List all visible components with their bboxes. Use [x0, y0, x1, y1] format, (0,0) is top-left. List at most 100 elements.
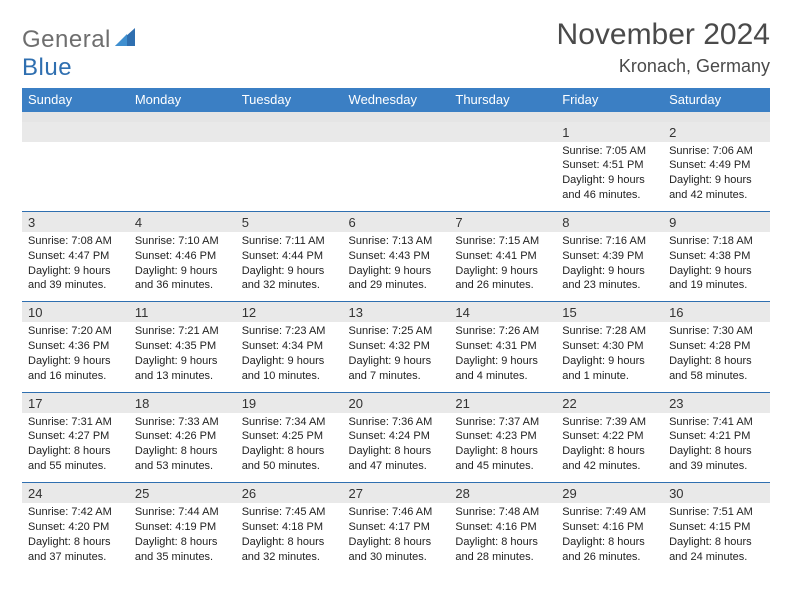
sunset-text: Sunset: 4:17 PM [349, 520, 444, 535]
daylight-text: Daylight: 9 hours and 16 minutes. [28, 354, 123, 384]
sunrise-text: Sunrise: 7:28 AM [562, 324, 657, 339]
sunrise-text: Sunrise: 7:34 AM [242, 415, 337, 430]
daylight-text: Daylight: 9 hours and 4 minutes. [455, 354, 550, 384]
day-number: 14 [449, 302, 556, 323]
day-cell: Sunrise: 7:18 AMSunset: 4:38 PMDaylight:… [663, 232, 770, 302]
daylight-text: Daylight: 8 hours and 45 minutes. [455, 444, 550, 474]
logo-word-general: General [22, 26, 111, 53]
sunset-text: Sunset: 4:44 PM [242, 249, 337, 264]
sunrise-text: Sunrise: 7:11 AM [242, 234, 337, 249]
dayhead-mon: Monday [129, 88, 236, 112]
day-number: 10 [22, 302, 129, 323]
daylight-text: Daylight: 9 hours and 39 minutes. [28, 264, 123, 294]
sunrise-text: Sunrise: 7:18 AM [669, 234, 764, 249]
day-cell [236, 142, 343, 212]
week-datarow: Sunrise: 7:08 AMSunset: 4:47 PMDaylight:… [22, 232, 770, 302]
week-numrow: 3456789 [22, 211, 770, 232]
sunset-text: Sunset: 4:15 PM [669, 520, 764, 535]
day-number: 15 [556, 302, 663, 323]
sunrise-text: Sunrise: 7:30 AM [669, 324, 764, 339]
header-gap-row [22, 112, 770, 122]
day-cell: Sunrise: 7:33 AMSunset: 4:26 PMDaylight:… [129, 413, 236, 483]
day-number [236, 122, 343, 142]
day-cell: Sunrise: 7:13 AMSunset: 4:43 PMDaylight:… [343, 232, 450, 302]
sunset-text: Sunset: 4:23 PM [455, 429, 550, 444]
day-number: 18 [129, 392, 236, 413]
day-cell: Sunrise: 7:23 AMSunset: 4:34 PMDaylight:… [236, 322, 343, 392]
sunset-text: Sunset: 4:36 PM [28, 339, 123, 354]
daylight-text: Daylight: 9 hours and 13 minutes. [135, 354, 230, 384]
day-cell: Sunrise: 7:42 AMSunset: 4:20 PMDaylight:… [22, 503, 129, 568]
dayhead-wed: Wednesday [343, 88, 450, 112]
daylight-text: Daylight: 8 hours and 28 minutes. [455, 535, 550, 565]
sunrise-text: Sunrise: 7:20 AM [28, 324, 123, 339]
day-number: 26 [236, 483, 343, 504]
daylight-text: Daylight: 9 hours and 10 minutes. [242, 354, 337, 384]
day-cell [129, 142, 236, 212]
daylight-text: Daylight: 8 hours and 55 minutes. [28, 444, 123, 474]
day-number: 27 [343, 483, 450, 504]
daylight-text: Daylight: 8 hours and 30 minutes. [349, 535, 444, 565]
daylight-text: Daylight: 9 hours and 7 minutes. [349, 354, 444, 384]
sunset-text: Sunset: 4:22 PM [562, 429, 657, 444]
sunset-text: Sunset: 4:16 PM [455, 520, 550, 535]
daylight-text: Daylight: 8 hours and 32 minutes. [242, 535, 337, 565]
sunrise-text: Sunrise: 7:26 AM [455, 324, 550, 339]
day-number [22, 122, 129, 142]
sunrise-text: Sunrise: 7:16 AM [562, 234, 657, 249]
day-number: 5 [236, 211, 343, 232]
day-cell: Sunrise: 7:30 AMSunset: 4:28 PMDaylight:… [663, 322, 770, 392]
calendar-body: 12Sunrise: 7:05 AMSunset: 4:51 PMDayligh… [22, 122, 770, 569]
daylight-text: Daylight: 8 hours and 47 minutes. [349, 444, 444, 474]
sunrise-text: Sunrise: 7:33 AM [135, 415, 230, 430]
day-number: 24 [22, 483, 129, 504]
daylight-text: Daylight: 9 hours and 23 minutes. [562, 264, 657, 294]
sunrise-text: Sunrise: 7:05 AM [562, 144, 657, 159]
daylight-text: Daylight: 8 hours and 37 minutes. [28, 535, 123, 565]
week-datarow: Sunrise: 7:05 AMSunset: 4:51 PMDaylight:… [22, 142, 770, 212]
sunset-text: Sunset: 4:19 PM [135, 520, 230, 535]
sunset-text: Sunset: 4:18 PM [242, 520, 337, 535]
calendar-table: Sunday Monday Tuesday Wednesday Thursday… [22, 88, 770, 568]
sunset-text: Sunset: 4:46 PM [135, 249, 230, 264]
week-datarow: Sunrise: 7:31 AMSunset: 4:27 PMDaylight:… [22, 413, 770, 483]
sail-icon [113, 26, 139, 57]
day-number: 9 [663, 211, 770, 232]
sunset-text: Sunset: 4:16 PM [562, 520, 657, 535]
day-number: 12 [236, 302, 343, 323]
day-number: 7 [449, 211, 556, 232]
sunrise-text: Sunrise: 7:42 AM [28, 505, 123, 520]
day-cell: Sunrise: 7:21 AMSunset: 4:35 PMDaylight:… [129, 322, 236, 392]
sunset-text: Sunset: 4:51 PM [562, 158, 657, 173]
day-cell [22, 142, 129, 212]
sunrise-text: Sunrise: 7:23 AM [242, 324, 337, 339]
day-cell: Sunrise: 7:15 AMSunset: 4:41 PMDaylight:… [449, 232, 556, 302]
sunrise-text: Sunrise: 7:21 AM [135, 324, 230, 339]
sunrise-text: Sunrise: 7:10 AM [135, 234, 230, 249]
day-cell: Sunrise: 7:37 AMSunset: 4:23 PMDaylight:… [449, 413, 556, 483]
day-cell: Sunrise: 7:46 AMSunset: 4:17 PMDaylight:… [343, 503, 450, 568]
sunset-text: Sunset: 4:38 PM [669, 249, 764, 264]
sunset-text: Sunset: 4:31 PM [455, 339, 550, 354]
daylight-text: Daylight: 9 hours and 36 minutes. [135, 264, 230, 294]
day-number: 28 [449, 483, 556, 504]
day-number [129, 122, 236, 142]
day-cell: Sunrise: 7:44 AMSunset: 4:19 PMDaylight:… [129, 503, 236, 568]
sunset-text: Sunset: 4:39 PM [562, 249, 657, 264]
day-cell [343, 142, 450, 212]
day-cell: Sunrise: 7:10 AMSunset: 4:46 PMDaylight:… [129, 232, 236, 302]
day-number: 2 [663, 122, 770, 142]
day-number: 29 [556, 483, 663, 504]
sunrise-text: Sunrise: 7:31 AM [28, 415, 123, 430]
day-number: 13 [343, 302, 450, 323]
sunset-text: Sunset: 4:34 PM [242, 339, 337, 354]
day-number [449, 122, 556, 142]
sunset-text: Sunset: 4:30 PM [562, 339, 657, 354]
daylight-text: Daylight: 9 hours and 26 minutes. [455, 264, 550, 294]
daylight-text: Daylight: 8 hours and 35 minutes. [135, 535, 230, 565]
sunrise-text: Sunrise: 7:49 AM [562, 505, 657, 520]
sunset-text: Sunset: 4:20 PM [28, 520, 123, 535]
day-number: 6 [343, 211, 450, 232]
day-number: 19 [236, 392, 343, 413]
sunset-text: Sunset: 4:24 PM [349, 429, 444, 444]
